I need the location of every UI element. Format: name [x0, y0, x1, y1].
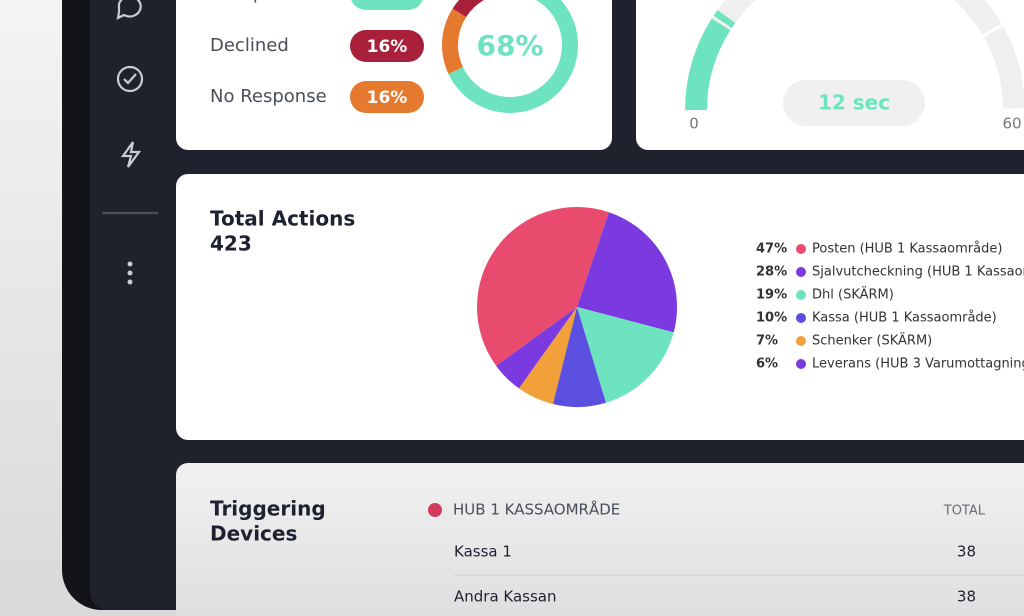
- devices-card: [176, 463, 1024, 616]
- gauge-track: [953, 0, 1002, 35]
- response-pill: [351, 0, 423, 10]
- actions-title: Total Actions: [210, 207, 355, 231]
- donut-segment: [442, 8, 467, 74]
- donut-center: 68%: [476, 29, 543, 62]
- response-pill: [350, 30, 424, 62]
- pie-slice: [477, 207, 609, 366]
- devices-title: Devices: [210, 522, 297, 546]
- legend-value: 10%: [756, 311, 787, 326]
- more-icon: [127, 261, 133, 285]
- donut-segment: [452, 0, 485, 18]
- pie-slice: [518, 307, 577, 405]
- row-name: Kassa 1: [454, 543, 512, 561]
- legend-label: Sjalvutcheckning (HUB 1 Kassaområde): [812, 265, 1024, 280]
- gauge-card: [636, 0, 1024, 150]
- legend-label: Posten (HUB 1 Kassaområde): [812, 242, 1002, 257]
- gauge-max: 60: [1002, 115, 1021, 133]
- row-total: 38: [957, 588, 976, 606]
- response-label: Accepted: [210, 0, 294, 4]
- pie-slice: [577, 212, 677, 333]
- devices-title: Triggering: [210, 497, 326, 521]
- legend-value: 47%: [756, 242, 787, 257]
- gauge-fill: [685, 18, 731, 110]
- pie-slice: [496, 307, 577, 389]
- pie-slice: [552, 307, 606, 407]
- legend-label: Kassa (HUB 1 Kassaområde): [812, 311, 997, 326]
- check-icon: [116, 65, 144, 93]
- response-card: [176, 0, 612, 150]
- check-mark: [123, 73, 137, 85]
- actions-total: 423: [210, 232, 252, 256]
- response-label: Declined: [210, 35, 289, 56]
- column-header: TOTAL: [943, 504, 986, 519]
- donut-segment: [448, 0, 578, 113]
- gauge-min: 0: [689, 115, 699, 133]
- group-dot: [428, 503, 442, 517]
- row-total: 38: [957, 543, 976, 561]
- legend-dot: [796, 290, 806, 300]
- legend-dot: [796, 267, 806, 277]
- legend-dot: [796, 359, 806, 369]
- chat-icon: [116, 0, 142, 20]
- response-pill-label: 16%: [367, 37, 408, 57]
- gauge-pill: [783, 80, 925, 126]
- gauge-needle: [713, 10, 736, 28]
- legend-dot: [796, 336, 806, 346]
- legend-value: 7%: [756, 334, 778, 349]
- pie-slice: [577, 307, 674, 403]
- legend-label: Schenker (SKÄRM): [812, 333, 932, 349]
- response-pill-label: 16%: [367, 88, 408, 108]
- gauge-value: 12 sec: [818, 91, 890, 115]
- response-label: No Response: [210, 86, 327, 107]
- legend-value: 6%: [756, 357, 778, 372]
- legend-value: 19%: [756, 288, 787, 303]
- row-name: Andra Kassan: [454, 588, 557, 606]
- response-pill: [350, 81, 424, 113]
- legend-dot: [796, 313, 806, 323]
- response-pill-label: 68%: [367, 0, 408, 5]
- legend-label: Leverans (HUB 3 Varumottagning): [812, 357, 1024, 372]
- legend-label: Dhl (SKÄRM): [812, 287, 894, 303]
- bolt-icon: [120, 141, 142, 168]
- legend-dot: [796, 244, 806, 254]
- group-name: HUB 1 KASSAOMRÅDE: [453, 500, 620, 519]
- legend-value: 28%: [756, 265, 787, 280]
- gauge-track: [983, 26, 1024, 109]
- sidebar-icons: [102, 0, 158, 215]
